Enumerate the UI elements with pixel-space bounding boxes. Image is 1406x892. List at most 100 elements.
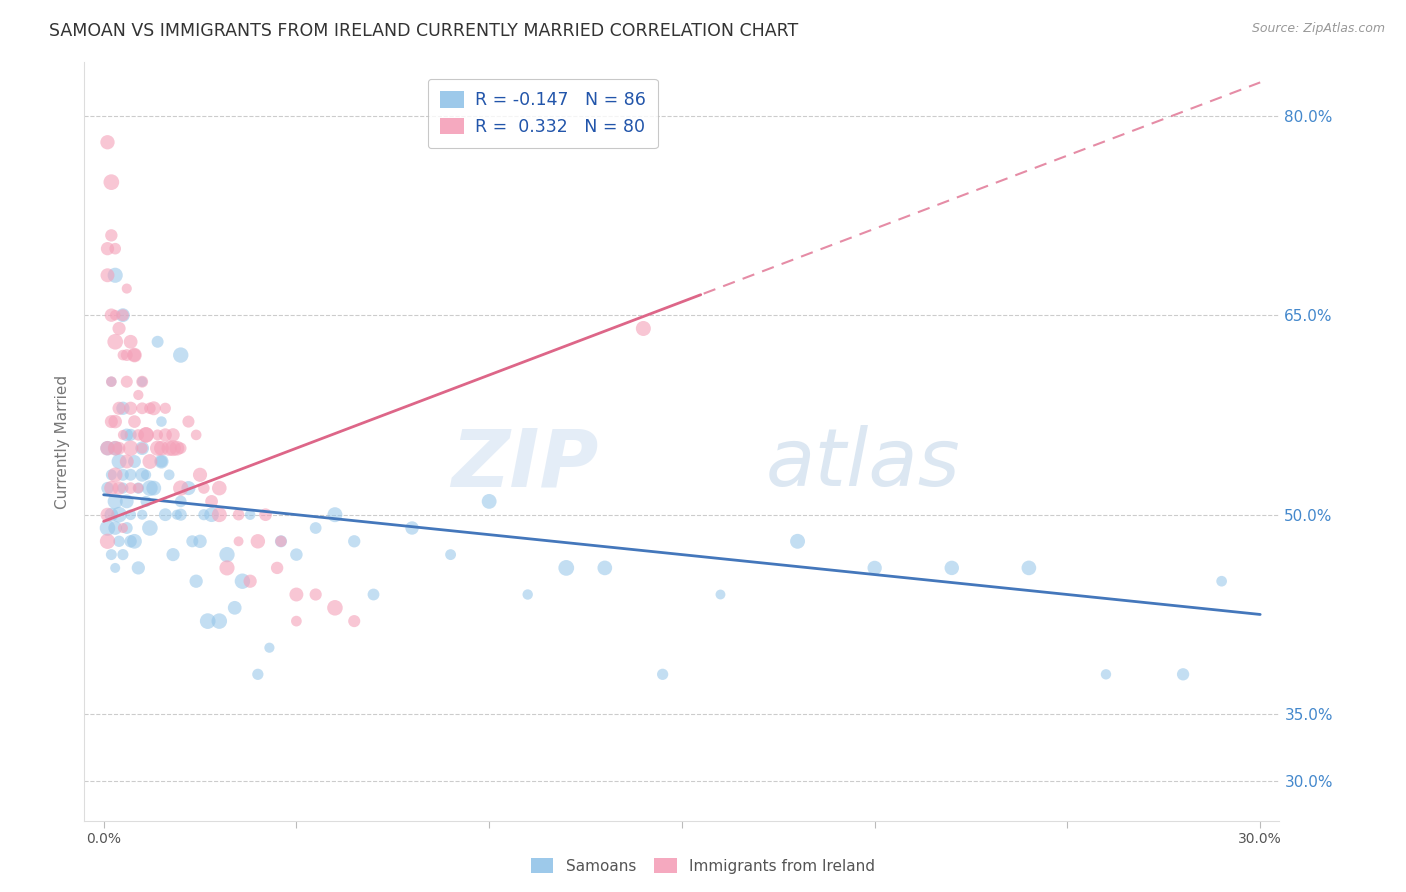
Point [224, 600, 246, 615]
Point [193, 481, 215, 495]
Point [439, 548, 461, 562]
Point [146, 428, 169, 442]
Point [104, 494, 127, 508]
Point [96, 521, 118, 535]
Point [270, 534, 292, 549]
Point [108, 454, 131, 468]
Point [111, 521, 134, 535]
Point [104, 467, 127, 482]
Point [142, 481, 165, 495]
Point [186, 574, 208, 589]
Point [285, 587, 308, 601]
Text: ZIP: ZIP [451, 425, 599, 503]
Point [96, 242, 118, 256]
Point [96, 135, 118, 149]
Point [186, 428, 208, 442]
Point [108, 534, 131, 549]
Point [139, 401, 162, 416]
Point [120, 441, 142, 455]
Point [401, 521, 423, 535]
Point [131, 401, 153, 416]
Text: Source: ZipAtlas.com: Source: ZipAtlas.com [1251, 22, 1385, 36]
Point [135, 467, 157, 482]
Point [208, 481, 231, 495]
Point [200, 494, 222, 508]
Point [1211, 574, 1233, 589]
Point [516, 587, 538, 601]
Point [162, 428, 184, 442]
Point [200, 508, 222, 522]
Point [108, 508, 131, 522]
Point [863, 561, 886, 575]
Point [254, 508, 277, 522]
Point [1095, 667, 1118, 681]
Point [124, 454, 146, 468]
Point [170, 508, 193, 522]
Point [104, 308, 127, 322]
Point [177, 415, 200, 429]
Point [100, 375, 122, 389]
Point [155, 428, 177, 442]
Point [146, 334, 169, 349]
Point [142, 401, 165, 416]
Point [100, 175, 122, 189]
Point [197, 614, 219, 628]
Point [162, 548, 184, 562]
Point [228, 534, 250, 549]
Point [157, 441, 180, 455]
Point [239, 508, 262, 522]
Point [120, 467, 142, 482]
Point [343, 614, 366, 628]
Point [131, 441, 153, 455]
Point [108, 481, 131, 495]
Point [478, 494, 501, 508]
Point [111, 467, 134, 482]
Point [231, 574, 253, 589]
Point [188, 534, 211, 549]
Point [188, 467, 211, 482]
Point [115, 494, 138, 508]
Point [208, 614, 231, 628]
Legend: Samoans, Immigrants from Ireland: Samoans, Immigrants from Ireland [524, 852, 882, 880]
Point [709, 587, 731, 601]
Point [100, 481, 122, 495]
Point [633, 321, 655, 335]
Point [104, 561, 127, 575]
Point [177, 481, 200, 495]
Point [100, 467, 122, 482]
Point [111, 548, 134, 562]
Point [157, 467, 180, 482]
Point [120, 508, 142, 522]
Point [108, 441, 131, 455]
Point [100, 228, 122, 243]
Point [100, 308, 122, 322]
Point [104, 415, 127, 429]
Point [181, 534, 204, 549]
Point [651, 667, 673, 681]
Point [246, 667, 269, 681]
Point [305, 587, 328, 601]
Point [135, 494, 157, 508]
Point [150, 454, 173, 468]
Point [170, 441, 193, 455]
Point [166, 508, 188, 522]
Point [127, 481, 149, 495]
Point [111, 428, 134, 442]
Point [305, 521, 328, 535]
Point [124, 348, 146, 362]
Point [228, 508, 250, 522]
Point [150, 454, 173, 468]
Point [111, 401, 134, 416]
Point [170, 494, 193, 508]
Point [170, 348, 193, 362]
Point [104, 334, 127, 349]
Y-axis label: Currently Married: Currently Married [55, 375, 70, 508]
Point [139, 481, 162, 495]
Point [115, 282, 138, 296]
Point [111, 308, 134, 322]
Point [111, 348, 134, 362]
Point [215, 561, 238, 575]
Point [96, 534, 118, 549]
Point [941, 561, 963, 575]
Point [104, 441, 127, 455]
